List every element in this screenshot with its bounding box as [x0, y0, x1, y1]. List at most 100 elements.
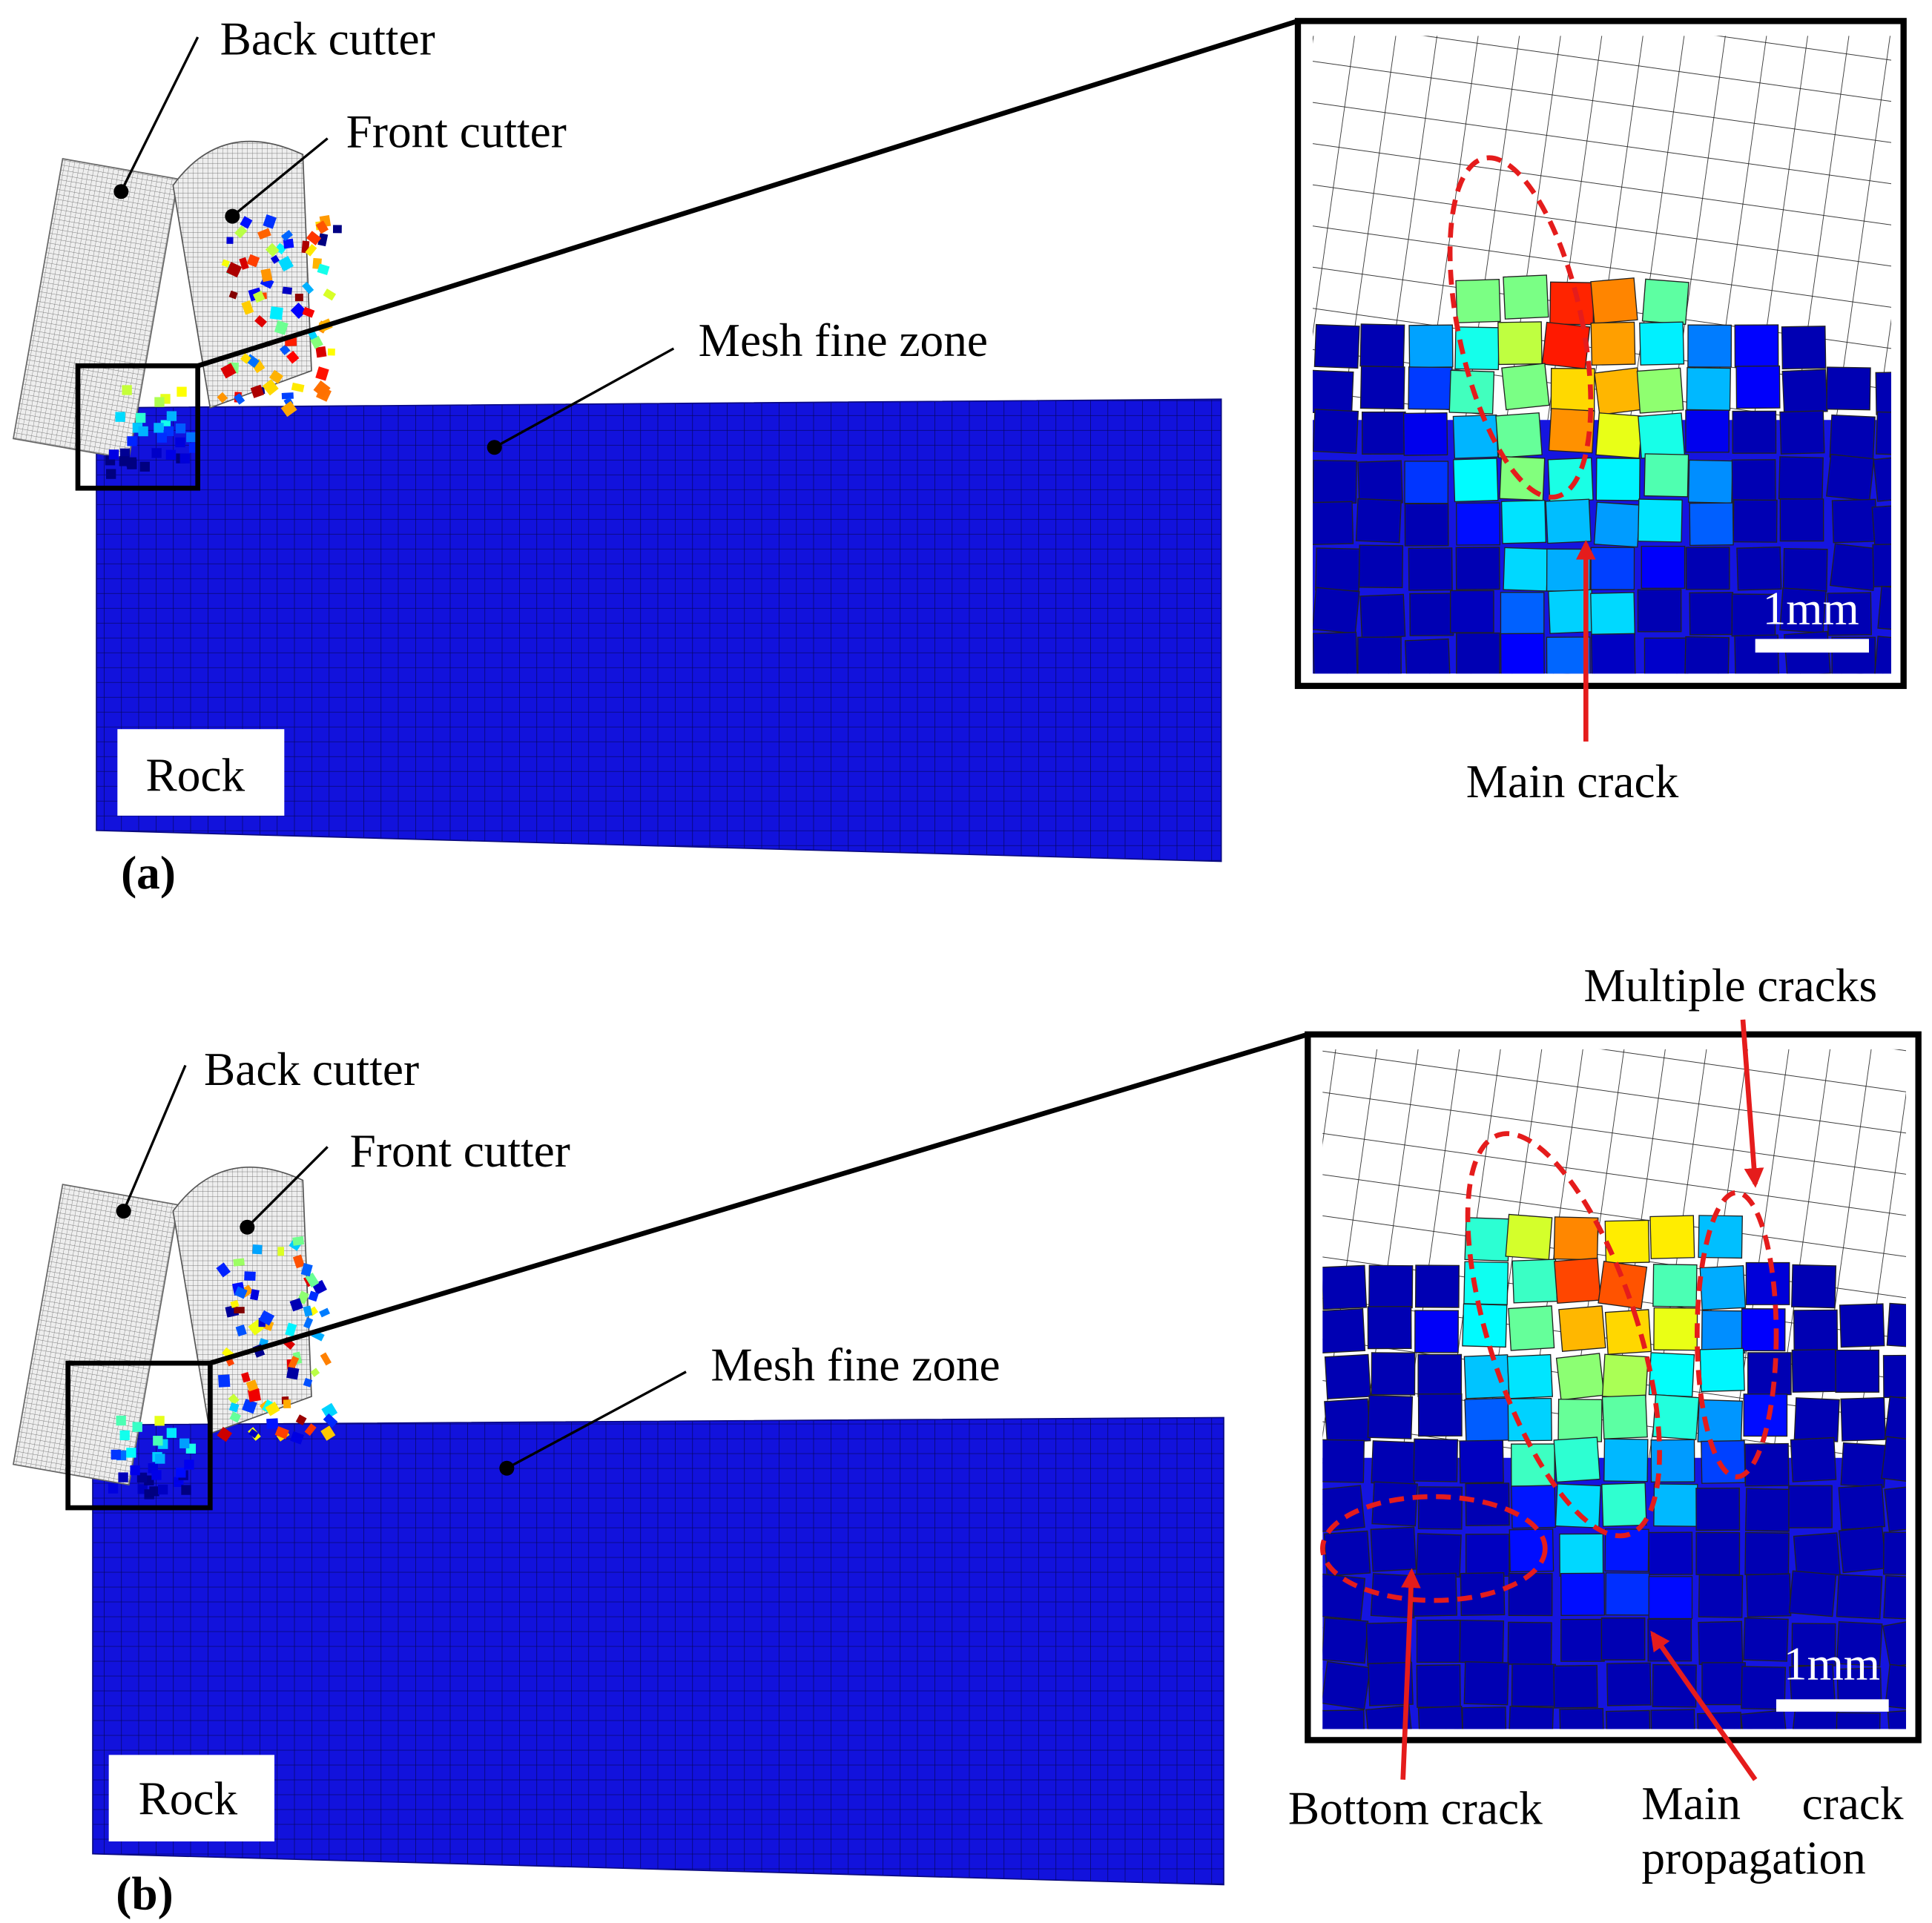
- element: [1838, 1484, 1886, 1531]
- fragment: [286, 350, 300, 364]
- element: [1689, 502, 1734, 547]
- damage-cell: [186, 432, 197, 443]
- fragment: [285, 1322, 297, 1337]
- element: [1840, 1396, 1886, 1442]
- element: [1505, 1213, 1553, 1261]
- element: [1417, 1393, 1463, 1437]
- back-cutter: [12, 1184, 179, 1486]
- element: [1605, 1572, 1650, 1616]
- fragment: [225, 262, 243, 278]
- element: [1313, 460, 1357, 504]
- element: [1322, 1617, 1369, 1664]
- element: [1827, 728, 1870, 770]
- element: [1508, 1305, 1555, 1351]
- fragment: [332, 225, 342, 234]
- rock-block: [92, 1416, 1224, 1886]
- element: [1359, 770, 1405, 815]
- fragment: [265, 1402, 280, 1416]
- zoom-region: [75, 363, 200, 491]
- fragment: [290, 303, 307, 320]
- fragment: [216, 1262, 231, 1278]
- element: [1508, 1706, 1554, 1729]
- fragment: [226, 237, 234, 244]
- element: [1604, 1309, 1652, 1355]
- fragment: [323, 288, 337, 301]
- fragment: [308, 1290, 319, 1302]
- element: [1453, 458, 1499, 503]
- rock-label-box: [108, 1755, 274, 1842]
- element: [1791, 1348, 1837, 1393]
- element: [1365, 1704, 1414, 1729]
- damage-cell: [175, 437, 185, 448]
- element: [1359, 323, 1405, 368]
- element: [1781, 369, 1828, 414]
- crack-label: Main crack: [1466, 756, 1679, 808]
- element: [1687, 771, 1730, 813]
- damage-cell: [176, 1468, 186, 1478]
- damage-cell: [144, 1489, 154, 1500]
- element: [1461, 1706, 1507, 1729]
- fragment: [252, 290, 266, 303]
- fragment: [263, 214, 277, 229]
- fragment: [306, 231, 322, 245]
- element: [1644, 814, 1689, 857]
- element: [1601, 1394, 1648, 1439]
- damage-cell: [153, 1436, 163, 1446]
- element: [1595, 458, 1641, 501]
- element: [1553, 1216, 1599, 1261]
- fragment: [283, 1399, 291, 1409]
- element: [1405, 815, 1451, 860]
- crack-label: Main crack propagation: [1641, 1778, 1904, 1885]
- element: [1359, 813, 1404, 856]
- element: [1745, 1261, 1790, 1305]
- element: [1545, 498, 1592, 544]
- element: [1511, 1663, 1556, 1707]
- element: [1650, 1709, 1696, 1729]
- element: [1643, 453, 1689, 498]
- damage-cell: [154, 423, 164, 433]
- element: [1638, 498, 1683, 543]
- element: [1404, 638, 1451, 674]
- element: [1744, 1531, 1790, 1576]
- fragment: [315, 366, 329, 381]
- fragment: [230, 1299, 240, 1308]
- zoom-content: [1308, 36, 1891, 860]
- element: [1698, 1620, 1744, 1665]
- element: [1882, 1354, 1906, 1399]
- fragment: [294, 294, 303, 302]
- panel-label: (b): [116, 1868, 173, 1920]
- damage-cell: [115, 412, 125, 422]
- element: [1590, 633, 1636, 674]
- element: [1829, 414, 1876, 460]
- damage-cell: [155, 1454, 165, 1464]
- fragment: [220, 363, 237, 379]
- fragment: [228, 1402, 240, 1413]
- element: [1455, 279, 1501, 323]
- fragment: [292, 1236, 305, 1246]
- front-cutter-label: Front cutter: [346, 105, 567, 157]
- damage-cell: [179, 453, 190, 464]
- fragment: [289, 1298, 303, 1312]
- element: [1417, 1486, 1463, 1530]
- damage-cell: [154, 1416, 165, 1426]
- element: [1323, 1530, 1371, 1577]
- damage-cell: [118, 1472, 128, 1482]
- element: [1590, 321, 1636, 366]
- leader-dot: [113, 184, 129, 199]
- fragment: [270, 254, 280, 264]
- back-cutter-label: Back cutter: [204, 1043, 419, 1095]
- element: [1322, 1709, 1365, 1729]
- damage-cell: [135, 412, 146, 423]
- element: [1322, 1485, 1365, 1532]
- fragment: [327, 348, 335, 356]
- fragment: [303, 1378, 313, 1388]
- element: [1743, 1617, 1789, 1662]
- leader-dot: [240, 1219, 255, 1235]
- element: [1308, 676, 1355, 722]
- crack-outline: [1447, 155, 1594, 500]
- element: [1359, 593, 1406, 639]
- damage-cell: [154, 397, 165, 407]
- leader-line: [231, 137, 329, 217]
- element: [1313, 323, 1360, 369]
